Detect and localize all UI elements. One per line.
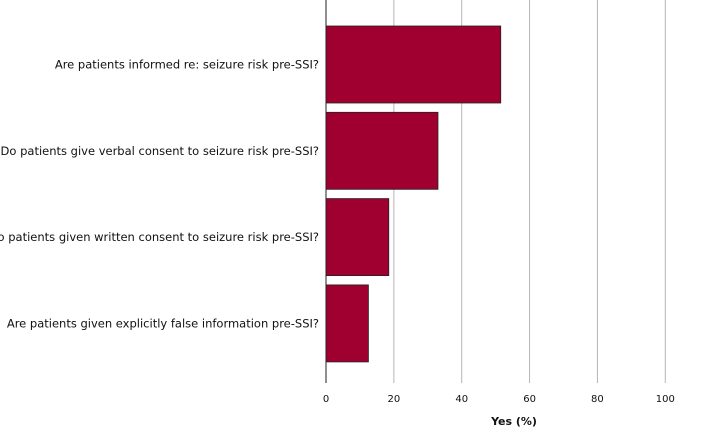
bar bbox=[325, 198, 390, 277]
x-tick-label: 60 bbox=[523, 394, 536, 405]
category-labels: Are patients informed re: seizure risk p… bbox=[0, 58, 319, 331]
category-label: Are patients informed re: seizure risk p… bbox=[55, 58, 319, 72]
bar bbox=[325, 111, 439, 190]
x-tick-label: 80 bbox=[591, 394, 604, 405]
x-tick-label: 100 bbox=[656, 394, 675, 405]
bar bbox=[325, 25, 502, 104]
category-label: Do patients given written consent to sei… bbox=[0, 230, 319, 244]
bar bbox=[325, 284, 369, 363]
category-label: Are patients given explicitly false info… bbox=[7, 316, 319, 330]
x-axis-title: Yes (%) bbox=[490, 415, 537, 428]
x-tick-label: 0 bbox=[323, 394, 329, 405]
bars bbox=[325, 25, 502, 363]
x-tick-label: 40 bbox=[455, 394, 468, 405]
x-tick-labels: 0 20 40 60 80 100 bbox=[323, 394, 675, 405]
category-label: Do patients give verbal consent to seizu… bbox=[1, 144, 319, 158]
x-tick-label: 20 bbox=[387, 394, 400, 405]
